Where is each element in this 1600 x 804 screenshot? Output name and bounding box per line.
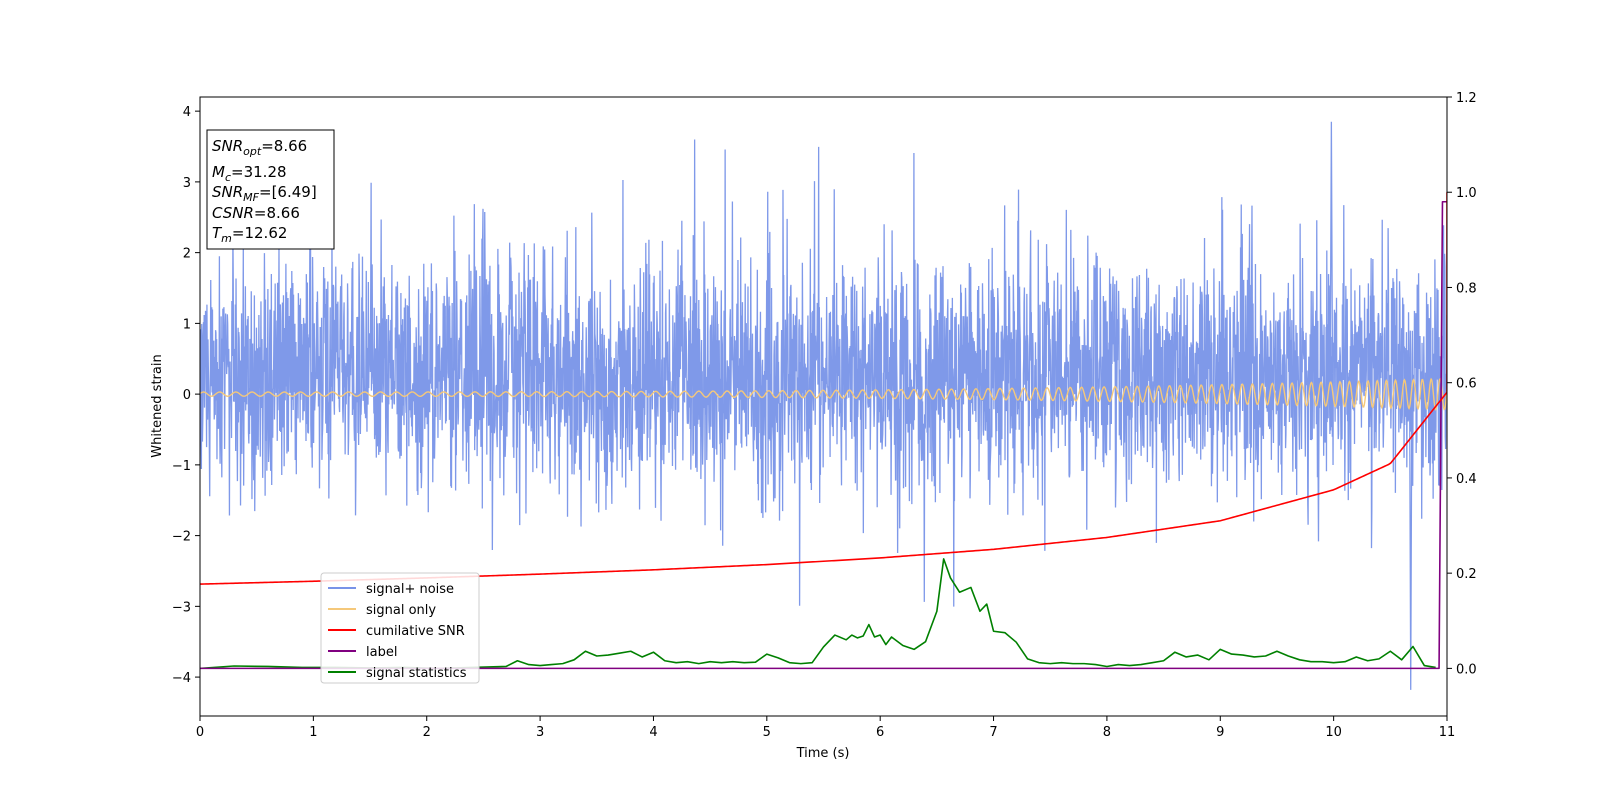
stats-subscript: opt [243,145,262,158]
stats-box-frame [206,129,335,250]
legend-label: label [366,645,397,660]
legend-label: signal only [366,603,436,618]
x-tick-label: 3 [536,725,544,740]
legend-label: signal+ noise [366,582,454,597]
x-tick-label: 11 [1439,725,1456,740]
legend: signal+ noise signal only cumilative SNR la… [320,572,480,684]
series-label-line [200,200,1447,670]
y-tick-label: −3 [172,600,191,615]
x-tick-label: 1 [309,725,317,740]
stats-box: SNRopt=8.66Mc=31.28SNRMF=[6.49]CSNR=8.66… [206,129,335,250]
legend-label: signal statistics [366,666,467,681]
y-tick-label: 3 [183,176,191,191]
x-tick-label: 6 [876,725,884,740]
stats-subscript: c [225,171,231,184]
y-tick-label: −1 [172,459,191,474]
y2-tick-label: 0.4 [1456,472,1477,487]
x-tick-label: 4 [649,725,657,740]
x-tick-label: 8 [1103,725,1111,740]
y-tick-label: −4 [172,671,191,686]
legend-label: cumilative SNR [366,624,465,639]
y-axis-title: Whitened strain [150,354,165,457]
stats-line: Mc=31.28 [212,163,287,184]
y-tick-label: −2 [172,530,191,545]
x-tick-label: 10 [1325,725,1342,740]
stats-value: =[6.49] [259,183,317,201]
stats-symbol: T [212,224,223,242]
stats-value: =8.66 [254,204,300,222]
stats-line: Tm=12.62 [212,224,287,245]
y-tick-label: 1 [183,317,191,332]
stats-symbol: CSNR [212,204,254,222]
y2-tick-label: 0.0 [1456,662,1477,677]
stats-line: CSNR=8.66 [212,204,300,222]
y-tick-label: 4 [183,105,191,120]
x-axis-title: Time (s) [796,746,850,761]
stats-symbol: M [212,163,225,181]
stats-subscript: m [221,232,232,245]
stats-value: =31.28 [231,163,287,181]
stats-symbol: SNR [212,183,243,201]
x-axis: 0 1 2 3 4 5 6 7 8 9 10 11 [196,716,1455,740]
y2-tick-label: 0.8 [1456,281,1477,296]
stats-subscript: MF [243,191,259,204]
series-signal-noise-line [200,121,1447,690]
series-signal-only-line [200,377,1447,411]
y-tick-label: 2 [183,247,191,262]
x-tick-label: 7 [989,725,997,740]
stats-symbol: SNR [212,137,243,155]
y-tick-label: 0 [183,388,191,403]
y2-tick-label: 1.0 [1456,186,1477,201]
stats-value: =12.62 [232,224,288,242]
y-axis-left: 4 3 2 1 0 −1 −2 −3 −4 [172,105,200,686]
stats-value: =8.66 [261,137,307,155]
stats-line: SNRopt=8.66 [212,137,307,158]
y2-tick-label: 1.2 [1456,91,1477,106]
y2-tick-label: 0.6 [1456,377,1477,392]
legend-frame [320,572,480,684]
x-tick-label: 2 [423,725,431,740]
series-signal-statistics-line [200,558,1436,670]
y-axis-right: 1.2 1.0 0.8 0.6 0.4 0.2 0.0 [1447,91,1477,677]
stats-line: SNRMF=[6.49] [212,183,317,204]
x-tick-label: 0 [196,725,204,740]
plot-frame [199,96,1448,717]
x-tick-label: 5 [763,725,771,740]
x-tick-label: 9 [1216,725,1224,740]
y2-tick-label: 0.2 [1456,567,1477,582]
